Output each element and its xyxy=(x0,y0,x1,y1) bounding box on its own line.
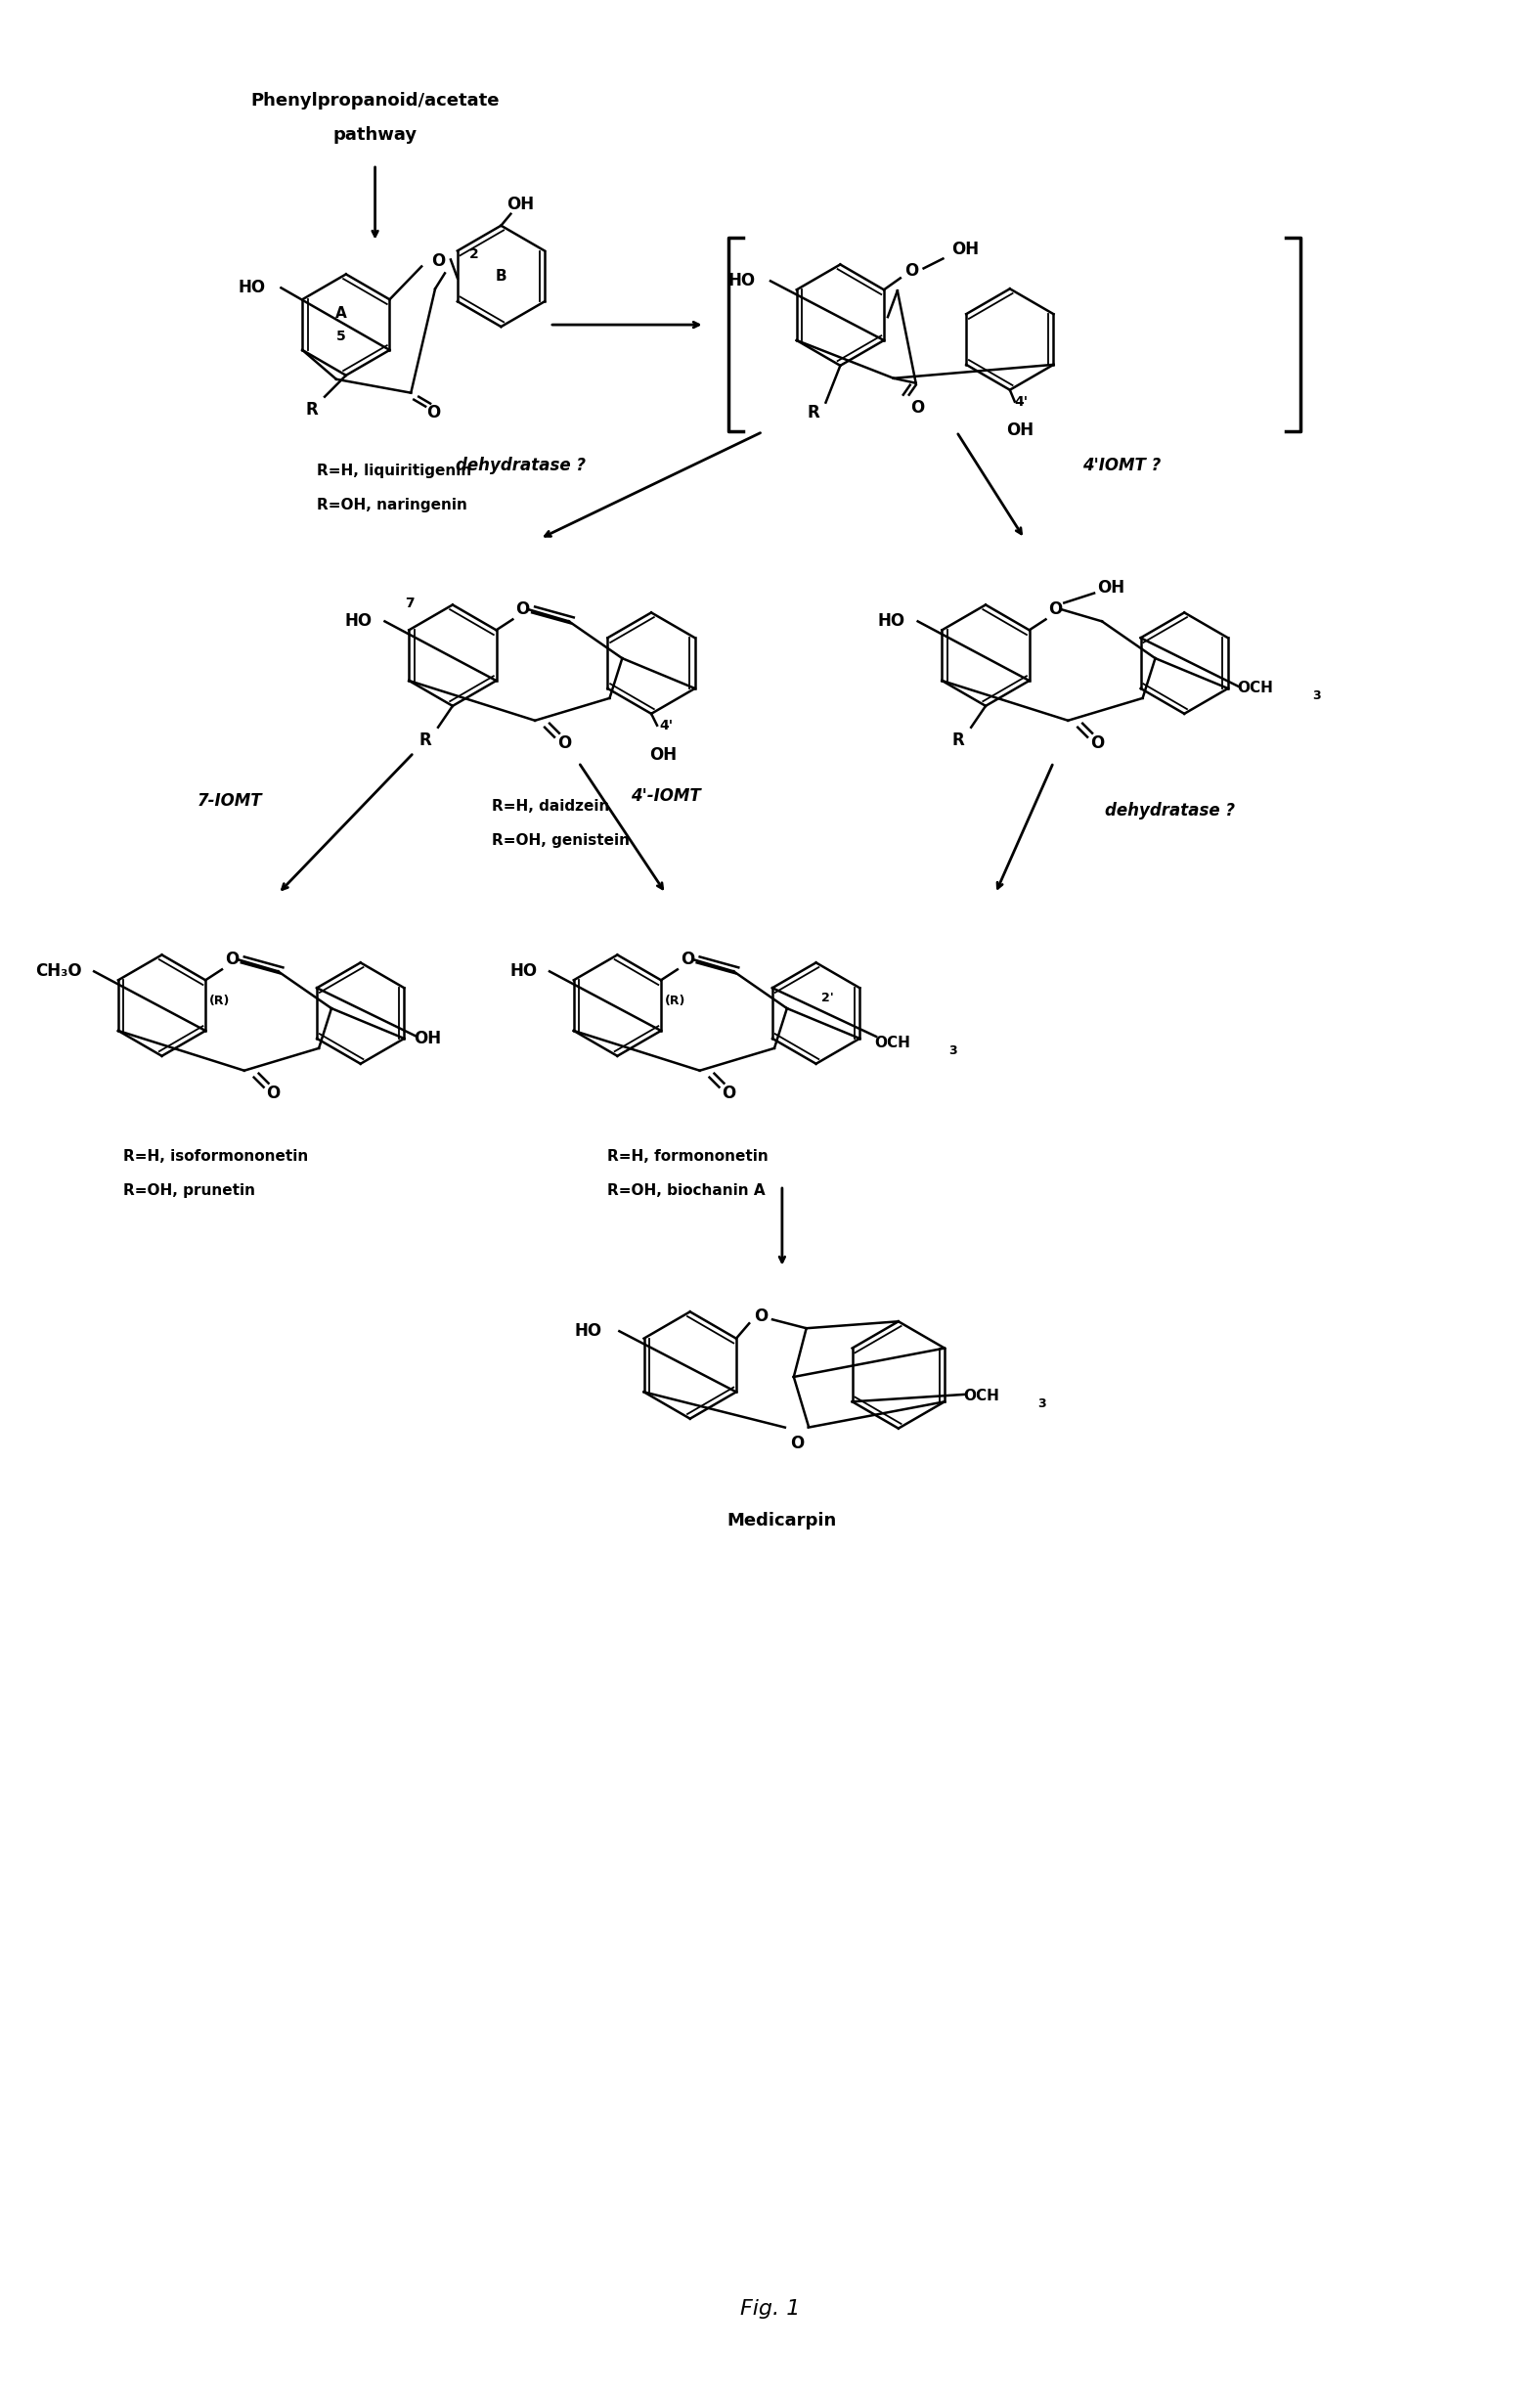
Text: OH: OH xyxy=(414,1029,442,1048)
Text: R=OH, naringenin: R=OH, naringenin xyxy=(317,498,467,512)
Text: Fig. 1: Fig. 1 xyxy=(741,2300,799,2319)
Text: 5: 5 xyxy=(336,330,347,342)
Text: 7: 7 xyxy=(405,596,414,610)
Text: HO: HO xyxy=(728,273,755,290)
Text: O: O xyxy=(906,263,919,280)
Text: HO: HO xyxy=(574,1323,602,1340)
Text: B: B xyxy=(496,268,507,282)
Text: OH: OH xyxy=(1096,579,1124,596)
Text: R: R xyxy=(807,404,819,421)
Text: O: O xyxy=(516,601,530,617)
Text: OCH: OCH xyxy=(964,1388,999,1405)
Text: 4': 4' xyxy=(1015,395,1029,409)
Text: R=OH, biochanin A: R=OH, biochanin A xyxy=(608,1182,765,1196)
Text: 7-IOMT: 7-IOMT xyxy=(197,792,262,809)
Text: OCH: OCH xyxy=(1238,682,1274,696)
Text: O: O xyxy=(1049,601,1063,617)
Text: R: R xyxy=(952,732,964,749)
Text: O: O xyxy=(266,1084,280,1101)
Text: R: R xyxy=(419,732,431,749)
Text: pathway: pathway xyxy=(333,127,417,144)
Text: dehydratase ?: dehydratase ? xyxy=(456,457,585,474)
Text: (R): (R) xyxy=(209,993,231,1007)
Text: OH: OH xyxy=(952,239,979,258)
Text: Medicarpin: Medicarpin xyxy=(727,1512,838,1529)
Text: OCH: OCH xyxy=(875,1036,910,1051)
Text: 4': 4' xyxy=(659,718,673,732)
Text: Phenylpropanoid/acetate: Phenylpropanoid/acetate xyxy=(251,93,499,110)
Text: OH: OH xyxy=(650,747,676,763)
Text: O: O xyxy=(225,950,239,969)
Text: R=H, liquiritigenin: R=H, liquiritigenin xyxy=(317,464,471,479)
Text: R=OH, genistein: R=OH, genistein xyxy=(491,833,630,847)
Text: 3: 3 xyxy=(1312,689,1321,704)
Text: O: O xyxy=(790,1433,804,1453)
Text: HO: HO xyxy=(878,613,906,629)
Text: 2: 2 xyxy=(470,246,479,261)
Text: O: O xyxy=(557,735,571,751)
Text: 3: 3 xyxy=(1038,1398,1046,1409)
Text: (R): (R) xyxy=(665,993,685,1007)
Text: 4'-IOMT: 4'-IOMT xyxy=(631,787,701,804)
Text: O: O xyxy=(753,1309,768,1326)
Text: HO: HO xyxy=(345,613,373,629)
Text: O: O xyxy=(431,254,445,270)
Text: CH₃O: CH₃O xyxy=(35,962,82,981)
Text: dehydratase ?: dehydratase ? xyxy=(1104,802,1235,821)
Text: OH: OH xyxy=(507,196,534,213)
Text: R: R xyxy=(306,400,319,419)
Text: O: O xyxy=(722,1084,736,1101)
Text: 3: 3 xyxy=(949,1046,958,1058)
Text: R=H, daidzein: R=H, daidzein xyxy=(491,799,608,814)
Text: O: O xyxy=(1090,735,1104,751)
Text: HO: HO xyxy=(510,962,537,981)
Text: 2': 2' xyxy=(821,991,833,1005)
Text: HO: HO xyxy=(239,280,266,297)
Text: OH: OH xyxy=(1006,421,1033,440)
Text: O: O xyxy=(427,404,440,421)
Text: O: O xyxy=(681,950,695,969)
Text: R=H, isoformononetin: R=H, isoformononetin xyxy=(123,1149,308,1163)
Text: R=H, formononetin: R=H, formononetin xyxy=(608,1149,768,1163)
Text: R=OH, prunetin: R=OH, prunetin xyxy=(123,1182,256,1196)
Text: 4'IOMT ?: 4'IOMT ? xyxy=(1083,457,1161,474)
Text: A: A xyxy=(336,306,347,321)
Text: O: O xyxy=(910,400,924,416)
